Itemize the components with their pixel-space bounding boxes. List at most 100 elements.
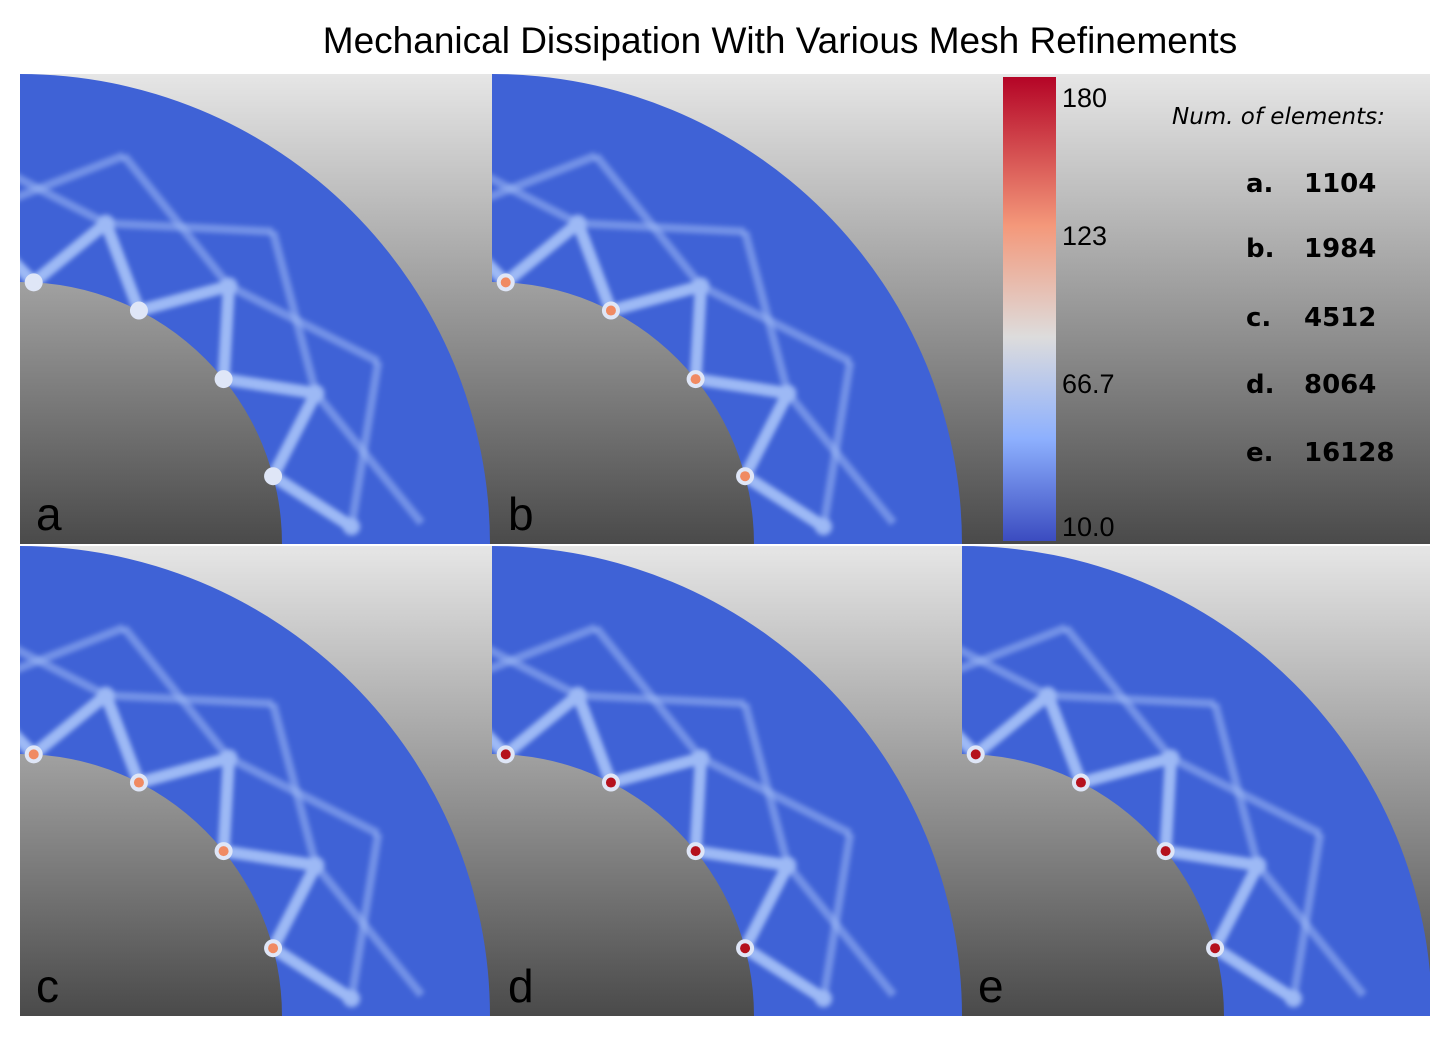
band-node-c-0 bbox=[342, 989, 361, 1008]
figure-title: Mechanical Dissipation With Various Mesh… bbox=[323, 20, 1237, 61]
band-inner-e-0-1 bbox=[1209, 859, 1264, 955]
hotspot-a-1 bbox=[218, 374, 229, 385]
band-outer-a-e-4 bbox=[962, 623, 1068, 693]
band-inner-a-1-0 bbox=[217, 373, 322, 400]
band-outer-b-c-2 bbox=[120, 625, 233, 761]
band-inner-b-0-0 bbox=[739, 470, 830, 533]
band-inner-b-2-1 bbox=[571, 217, 617, 317]
band-outer-b-d-2 bbox=[592, 625, 705, 761]
colorbar-panel: 180 123 66.7 10.0 bbox=[962, 74, 1158, 544]
band-outer-b-b-1 bbox=[740, 230, 792, 395]
legend-letter-b: b. bbox=[1246, 234, 1275, 264]
hotspot-a-3 bbox=[28, 277, 39, 288]
band-outer-b-c-1 bbox=[268, 702, 320, 867]
legend-letter-c: c. bbox=[1246, 303, 1271, 333]
panel-label-a: a bbox=[36, 488, 62, 540]
band-outer-a-d-4 bbox=[492, 623, 598, 693]
hotspot-a-0 bbox=[268, 471, 279, 482]
hotspot-d-3 bbox=[500, 749, 511, 760]
band-outer-a-a-3 bbox=[105, 219, 274, 236]
hotspot-e-1 bbox=[1160, 846, 1171, 857]
panel-b: b bbox=[492, 74, 962, 544]
legend-heading: Num. of elements: bbox=[1172, 104, 1385, 130]
legend-letter-e: e. bbox=[1246, 438, 1274, 468]
panel-label-d: d bbox=[508, 960, 534, 1012]
hotspot-e-3 bbox=[970, 749, 981, 760]
hotspot-c-3 bbox=[28, 749, 39, 760]
band-outer-b-e-1 bbox=[1210, 702, 1262, 867]
panel-body-e bbox=[962, 546, 1430, 1016]
band-inner-b-3-1 bbox=[492, 210, 512, 289]
ring-field-b bbox=[492, 74, 962, 544]
hotspot-d-0 bbox=[740, 943, 751, 954]
band-inner-e-2-0 bbox=[1074, 751, 1177, 789]
dissipation-bands-a bbox=[20, 143, 425, 536]
dissipation-bands-b bbox=[492, 143, 897, 536]
band-outer-a-c-4 bbox=[20, 623, 126, 693]
hotspot-c-0 bbox=[268, 943, 279, 954]
ring-field-a bbox=[20, 74, 490, 544]
band-node-b-2 bbox=[691, 276, 710, 295]
band-inner-e-1-1 bbox=[1159, 751, 1177, 858]
band-node-a-3 bbox=[96, 214, 115, 233]
band-outer-b-e-0 bbox=[1289, 832, 1325, 1000]
band-node-a-1 bbox=[306, 384, 325, 403]
panel-label-e: e bbox=[978, 960, 1004, 1012]
band-inner-c-2-0 bbox=[132, 751, 235, 789]
ring-field-c bbox=[20, 546, 490, 1016]
dissipation-bands-c bbox=[20, 615, 425, 1008]
panel-body-c bbox=[20, 546, 492, 1016]
colorbar-background bbox=[962, 74, 1158, 544]
band-inner-c-3-1 bbox=[20, 682, 40, 761]
band-node-b-1 bbox=[778, 384, 797, 403]
colorbar-tick-max: 180 bbox=[1062, 83, 1107, 113]
band-inner-d-2-0 bbox=[604, 751, 707, 789]
hotspot-b-3 bbox=[500, 277, 511, 288]
panel-body-b bbox=[492, 74, 962, 544]
band-outer-b-e-3 bbox=[962, 615, 1050, 700]
colorbar-tick-123: 123 bbox=[1062, 221, 1107, 251]
band-inner-a-0-0 bbox=[267, 470, 358, 533]
band-inner-c-1-0 bbox=[217, 845, 322, 872]
band-outer-a-e-2 bbox=[1169, 754, 1323, 838]
band-inner-c-0-0 bbox=[267, 942, 358, 1005]
hotspot-a-2 bbox=[133, 305, 144, 316]
hotspot-c-1 bbox=[218, 846, 229, 857]
colorbar-tick-min: 10.0 bbox=[1062, 512, 1115, 542]
hotspots-d bbox=[496, 745, 755, 958]
legend-count-b: 1984 bbox=[1304, 234, 1376, 264]
band-node-c-2 bbox=[219, 748, 238, 767]
band-outer-a-b-3 bbox=[577, 219, 746, 236]
band-inner-b-0-1 bbox=[739, 387, 794, 483]
band-inner-d-0-1 bbox=[739, 859, 794, 955]
band-outer-b-d-0 bbox=[819, 832, 855, 1000]
band-inner-a-3-1 bbox=[20, 210, 40, 289]
band-inner-c-2-1 bbox=[99, 689, 145, 789]
panels: a b c d e bbox=[20, 74, 1430, 1016]
band-inner-d-1-0 bbox=[689, 845, 794, 872]
hotspot-c-2 bbox=[133, 777, 144, 788]
band-inner-e-0-0 bbox=[1209, 942, 1300, 1005]
legend-count-e: 16128 bbox=[1304, 438, 1394, 468]
band-outer-a-b-1 bbox=[784, 390, 897, 526]
band-outer-b-a-3 bbox=[20, 143, 108, 228]
band-outer-a-e-1 bbox=[1254, 862, 1367, 998]
band-outer-a-e-3 bbox=[1047, 691, 1216, 708]
band-inner-b-1-0 bbox=[689, 373, 794, 400]
hotspots-a bbox=[24, 273, 283, 486]
hotspot-d-1 bbox=[690, 846, 701, 857]
band-outer-b-c-0 bbox=[347, 832, 383, 1000]
hotspots-e bbox=[966, 745, 1225, 958]
band-inner-e-2-1 bbox=[1041, 689, 1087, 789]
band-inner-a-0-1 bbox=[267, 387, 322, 483]
band-outer-a-b-4 bbox=[492, 151, 598, 221]
band-inner-c-3-0 bbox=[27, 689, 112, 761]
band-node-a-2 bbox=[219, 276, 238, 295]
band-outer-a-b-2 bbox=[699, 282, 853, 366]
panel-d: d bbox=[492, 546, 962, 1016]
band-node-c-3 bbox=[96, 686, 115, 705]
band-outer-a-d-2 bbox=[699, 754, 853, 838]
panel-label-c: c bbox=[36, 960, 59, 1012]
band-node-e-0 bbox=[1284, 989, 1303, 1008]
band-outer-b-b-3 bbox=[492, 143, 580, 228]
